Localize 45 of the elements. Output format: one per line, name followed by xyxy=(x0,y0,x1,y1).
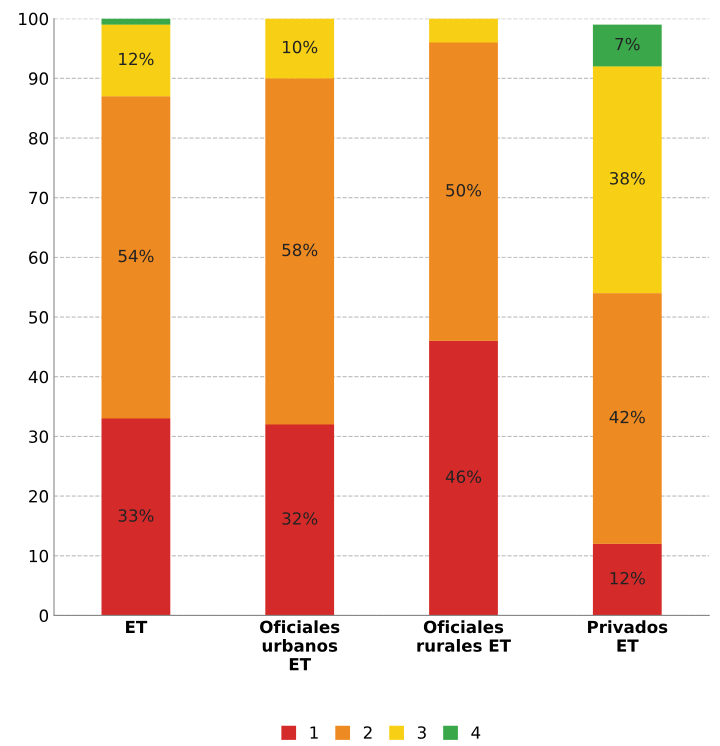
data-label: 32% xyxy=(282,512,318,525)
y-tick-label: 70 xyxy=(29,192,48,204)
bar xyxy=(102,96,170,419)
data-label: 10% xyxy=(283,40,318,54)
legend-label: 2 xyxy=(364,726,372,739)
legend-label: 3 xyxy=(418,726,426,739)
data-label: 33% xyxy=(118,509,154,522)
bar xyxy=(102,24,170,96)
data-label: 12% xyxy=(610,572,645,584)
bar xyxy=(592,293,662,544)
legend-label: 4 xyxy=(471,726,480,739)
bar xyxy=(592,24,662,66)
data-label: 38% xyxy=(610,172,645,185)
data-label: 12% xyxy=(119,52,154,66)
bar xyxy=(102,18,170,25)
x-tick-label: Privados ET xyxy=(588,620,668,652)
y-tick-label: 90 xyxy=(28,72,48,85)
data-label: 7% xyxy=(615,38,640,50)
bar xyxy=(429,340,498,616)
y-tick-label: 10 xyxy=(30,550,48,562)
y-tick-label: 60 xyxy=(29,251,48,264)
data-label: 54% xyxy=(118,250,154,262)
x-tick-label: Oficiales urbanos ET xyxy=(260,620,340,670)
y-tick-label: 50 xyxy=(29,311,48,324)
bar xyxy=(592,66,662,294)
bar xyxy=(265,78,334,424)
x-tick-label: ET xyxy=(126,620,148,633)
data-label: 42% xyxy=(610,410,645,424)
data-label: 58% xyxy=(282,244,318,256)
y-tick-label: 40 xyxy=(28,370,48,384)
bar xyxy=(592,544,662,616)
y-tick-label: 20 xyxy=(29,490,48,503)
y-tick-label: 80 xyxy=(29,132,48,145)
data-label: 46% xyxy=(446,470,482,484)
x-tick-label: Oficiales rurales ET xyxy=(417,620,511,652)
bar xyxy=(429,42,498,341)
legend-label: 1 xyxy=(310,726,318,739)
y-tick-label: 100 xyxy=(19,12,48,26)
data-label: 50% xyxy=(446,184,482,197)
bar xyxy=(265,424,334,616)
bar xyxy=(265,18,334,78)
y-tick-label: 0 xyxy=(40,609,48,622)
bar xyxy=(429,18,498,43)
y-tick-label: 30 xyxy=(29,430,48,443)
bar xyxy=(102,418,170,616)
